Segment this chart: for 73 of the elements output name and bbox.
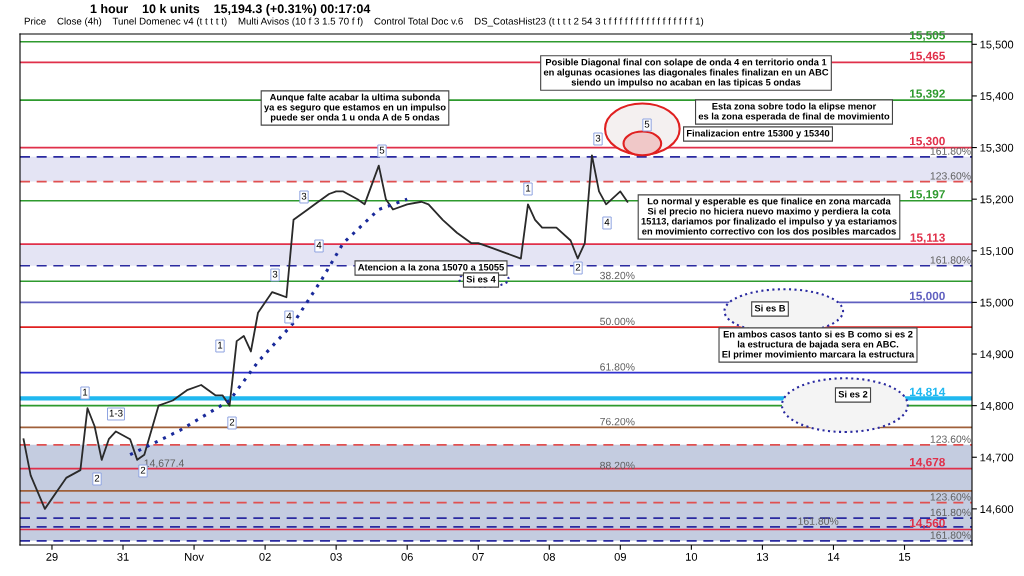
- annotation: 5: [379, 146, 385, 154]
- x-tick-label: Nov: [185, 553, 204, 561]
- y-tick-label: 14,600: [980, 505, 1014, 515]
- ref-line-label: 15,392: [909, 89, 945, 100]
- ref-line-label: 15,300: [909, 136, 945, 147]
- ref-line-label: 15,197: [909, 190, 945, 201]
- annotation: 1-3: [109, 409, 123, 417]
- x-tick-label: 15: [899, 553, 911, 561]
- annotation: 61.80%: [600, 363, 635, 371]
- y-tick-label: 14,800: [980, 401, 1014, 412]
- annotation: Aunque falte acabar la ultima subonda ya es seguro que estamos en un impulso puede ser onda 1 u onda A de 5 ondas: [264, 93, 446, 123]
- annotation: 5: [644, 120, 650, 128]
- y-tick-label: 15,500: [980, 40, 1014, 50]
- x-tick-label: 31: [117, 552, 129, 561]
- x-tick-label: 08: [543, 552, 555, 561]
- annotation: 3: [272, 270, 278, 278]
- x-tick-label: 09: [614, 552, 626, 561]
- annotation: Si es B: [754, 304, 786, 312]
- x-tick-label: 14: [828, 553, 840, 561]
- text: Price Close (4h) Tunel Domenec v4 (t t t t t) Multi Avisos (10 f 3 1.5 70 f f) Control Total Doc v.6 DS_CotasHist23 (t t t t 2 54 3 t f f f f f f f f f f f f f f f f 1): [24, 17, 704, 27]
- annotation: 2: [140, 466, 146, 474]
- annotation: 14,677.4: [144, 459, 184, 469]
- annotation: Atencion a la zona 15070 a 15055: [358, 263, 504, 271]
- x-tick-label: 02: [259, 552, 271, 561]
- annotation: 123.60%: [930, 172, 971, 180]
- x-tick-label: 07: [472, 552, 484, 561]
- annotation: 4: [604, 218, 610, 226]
- annotation: 3: [595, 134, 601, 142]
- annotation: 76.20%: [600, 417, 635, 426]
- ref-line-label: 15,465: [909, 51, 946, 62]
- annotation: 161.80%: [930, 531, 971, 539]
- annotation: 161.80%: [930, 256, 971, 264]
- x-tick-label: 10: [686, 552, 698, 561]
- annotation: 161.80%: [798, 517, 839, 525]
- annotation: 123.60%: [930, 493, 971, 501]
- y-tick-label: 15,000: [980, 298, 1014, 308]
- annotation: 50.00%: [600, 317, 635, 326]
- x-tick-label: 03: [330, 552, 342, 561]
- annotation: 1: [526, 184, 531, 192]
- annotation: 88.20%: [600, 461, 635, 470]
- x-tick-label: 29: [46, 552, 58, 561]
- y-tick-label: 15,300: [980, 143, 1014, 153]
- annotation: Si es 2: [838, 390, 868, 398]
- annotation: 161.80%: [930, 147, 971, 155]
- y-tick-label: 14,700: [980, 453, 1014, 463]
- annotation: 123.60%: [930, 435, 971, 443]
- annotation: Si es 4: [466, 275, 496, 283]
- annotation: En ambos casos tanto si es B como si es 2 la estructura de bajada sera en ABC. El primer movimiento marcara la estructura: [722, 330, 915, 360]
- annotation: 161.80%: [930, 508, 971, 517]
- y-tick-label: 15,100: [980, 247, 1014, 257]
- ref-line-label: 15,000: [909, 291, 945, 302]
- annotation: Lo normal y esperable es que finalice en zona marcada Si el precio no hiciera nuevo maximo y perdiera la cota 15113, dariamos por finalizado el impulso y ya estariamos en movimiento correctivo con los dos posibles marcados: [641, 197, 897, 237]
- ref-line-label: 15,113: [910, 233, 945, 244]
- annotation: 2: [229, 418, 235, 426]
- annotation: 38.20%: [600, 271, 635, 280]
- annotation: 3: [301, 192, 307, 200]
- y-tick-label: 15,200: [980, 195, 1014, 205]
- annotation: Esta zona sobre todo la elipse menor es la zona esperada de final de movimiento: [698, 102, 890, 122]
- annotation: 2: [94, 474, 100, 482]
- y-tick-label: 15,400: [980, 92, 1014, 102]
- annotation: 1: [83, 388, 88, 396]
- x-tick-label: 13: [757, 552, 769, 561]
- annotation: 4: [286, 312, 292, 320]
- annotation: 2: [575, 263, 581, 271]
- x-tick-label: 06: [401, 552, 413, 561]
- annotation: 4: [316, 241, 322, 249]
- ref-line-label: 14,814: [909, 387, 946, 398]
- annotation: Posible Diagonal final con solape de onda 4 en territorio onda 1 en algunas ocasiones las diagonales finales finalizan en un ABC siendo un impulso no acaban en las tipicas 5 ondas: [543, 58, 829, 88]
- ref-line-label: 14,678: [909, 457, 945, 468]
- chart-subtitle: 1 hour 10 k units 15,194.3 (+0.31%) 00:17:04: [90, 4, 371, 16]
- annotation: 1: [218, 341, 223, 349]
- annotation: Finalizacion entre 15300 y 15340: [686, 129, 830, 139]
- y-tick-label: 14,900: [980, 350, 1014, 360]
